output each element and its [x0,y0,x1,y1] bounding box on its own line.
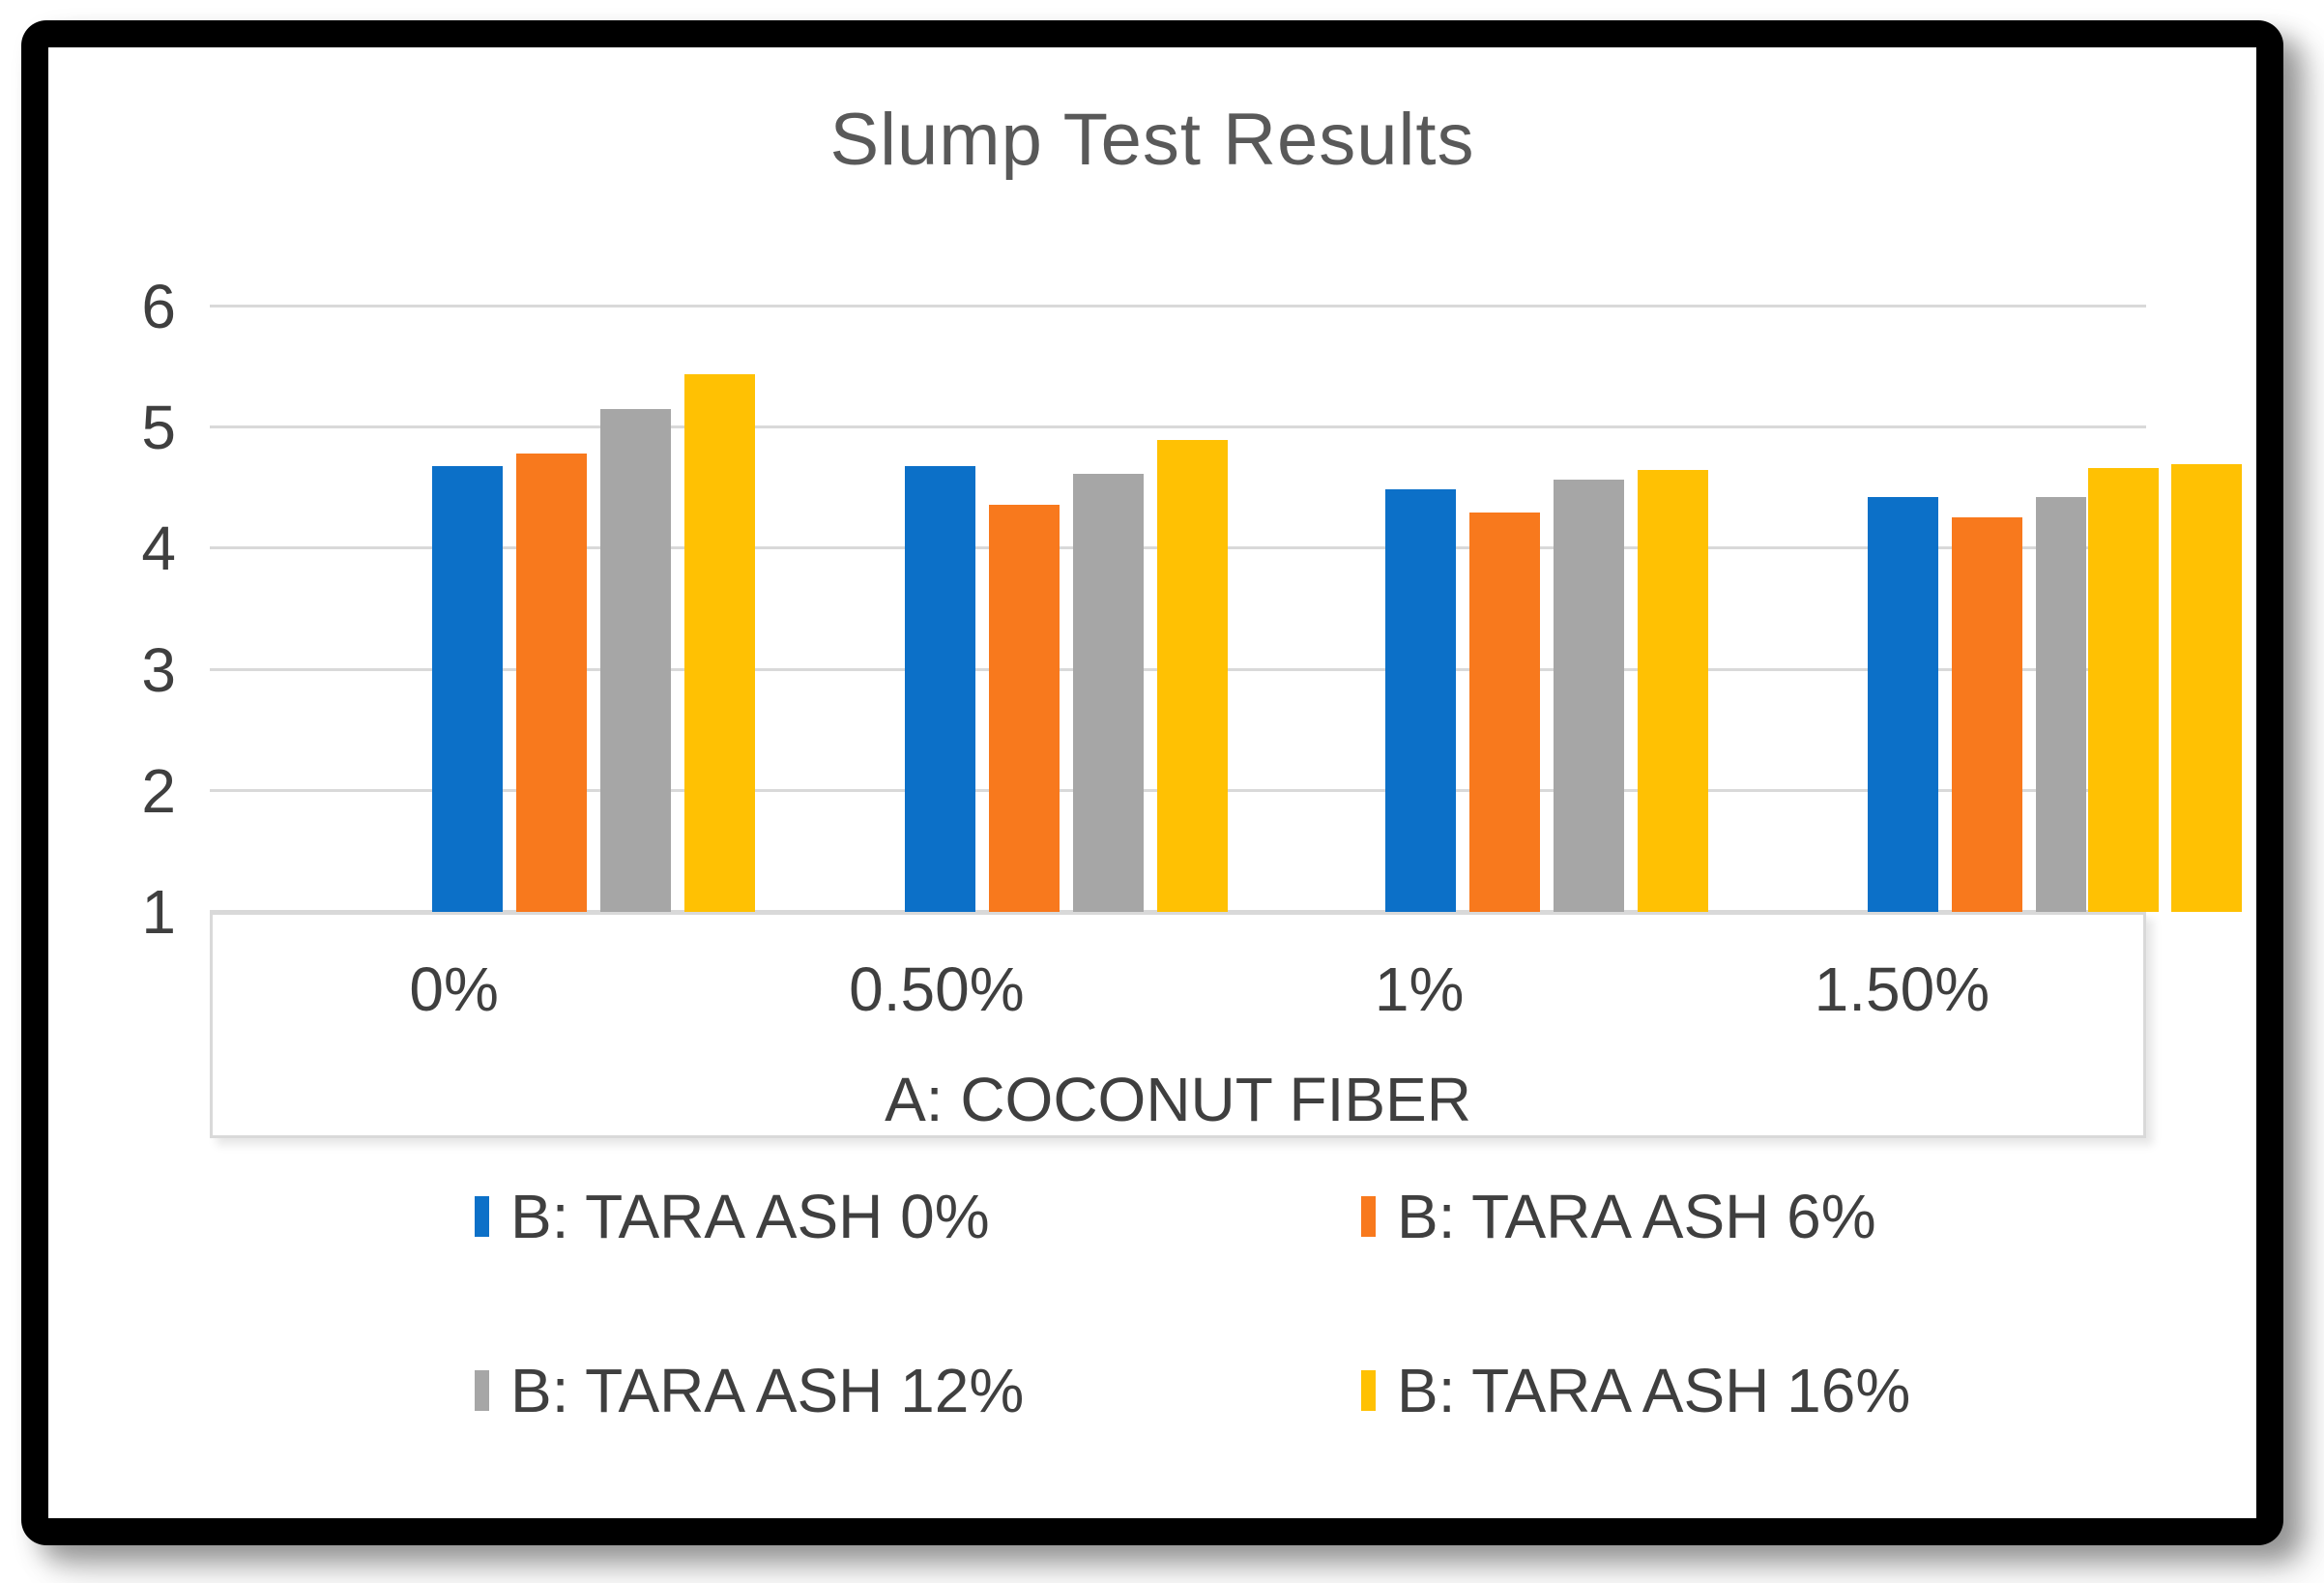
bar-b-tara-ash-12--1.50% [2036,496,2086,912]
x-axis-strip: 0% 0.50% 1% 1.50% A: COCONUT FIBER [210,912,2146,1138]
bar-b-tara-ash-6--0% [516,453,587,912]
x-axis-title: A: COCONUT FIBER [885,1065,1471,1134]
gridline-y-5 [210,425,2146,429]
legend-swatch-icon [1361,1196,1376,1237]
bar-group-0.50% [905,439,1228,912]
bar-b-tara-ash-12--0.50% [1073,473,1144,912]
x-category-label-1.50%: 1.50% [1814,954,1990,1024]
bar-group-1.50% [1868,463,2242,912]
x-axis-category-labels: 0% 0.50% 1% 1.50% [213,954,2143,1024]
legend-label: B: TARA ASH 12% [510,1356,1025,1425]
bar-b-tara-ash-6--0.50% [989,505,1060,912]
chart-title: Slump Test Results [829,99,1475,181]
y-tick-label-1: 1 [141,877,176,947]
y-tick-label-3: 3 [141,634,176,705]
bar-b-tara-ash-0--1.50% [1868,496,1938,912]
legend-item-b-tara-ash-12-: B: TARA ASH 12% [475,1360,1024,1422]
x-category-label-1%: 1% [1374,954,1465,1024]
y-tick-label-5: 5 [141,393,176,463]
legend-swatch-icon [475,1370,489,1411]
y-tick-label-4: 4 [141,513,176,584]
legend-item-b-tara-ash-6-: B: TARA ASH 6% [1361,1186,1876,1247]
bar-b-tara-ash-12--1% [1554,480,1624,912]
bar-b-tara-ash-0--0.50% [905,466,975,912]
bar-b-tara-ash-16--1.50% [2088,467,2159,912]
bar-b-tara-ash-12--0% [600,409,671,912]
y-tick-label-6: 6 [141,272,176,341]
legend-swatch-icon [1361,1370,1376,1411]
gridline-y-6 [210,305,2146,308]
plot-area [210,305,2242,913]
legend-item-b-tara-ash-0-: B: TARA ASH 0% [475,1186,990,1247]
bar-b-tara-ash-6--1% [1469,512,1540,912]
bar-b-tara-ash-16--1.50% [2171,463,2242,912]
legend-label: B: TARA ASH 16% [1397,1356,1911,1425]
x-category-label-0.50%: 0.50% [849,954,1025,1024]
legend-swatch-icon [475,1196,489,1237]
x-category-label-0%: 0% [409,954,499,1024]
bar-b-tara-ash-0--1% [1385,489,1456,912]
bar-group-0% [432,374,755,912]
bar-b-tara-ash-6--1.50% [1952,516,2022,912]
chart-canvas: Slump Test Results 1 2 3 4 5 6 0% 0.50% 1% 1.50%… [48,47,2256,1518]
legend-item-b-tara-ash-16-: B: TARA ASH 16% [1361,1360,1910,1422]
bar-group-1% [1385,470,1708,912]
chart-frame: Slump Test Results 1 2 3 4 5 6 0% 0.50% 1% 1.50%… [21,20,2283,1545]
legend-label: B: TARA ASH 0% [510,1182,990,1251]
bar-b-tara-ash-16--0.50% [1157,439,1228,912]
bar-b-tara-ash-0--0% [432,466,503,912]
legend-label: B: TARA ASH 6% [1397,1182,1876,1251]
y-tick-label-2: 2 [141,755,176,826]
bar-b-tara-ash-16--1% [1638,470,1708,912]
bar-b-tara-ash-16--0% [684,374,755,912]
